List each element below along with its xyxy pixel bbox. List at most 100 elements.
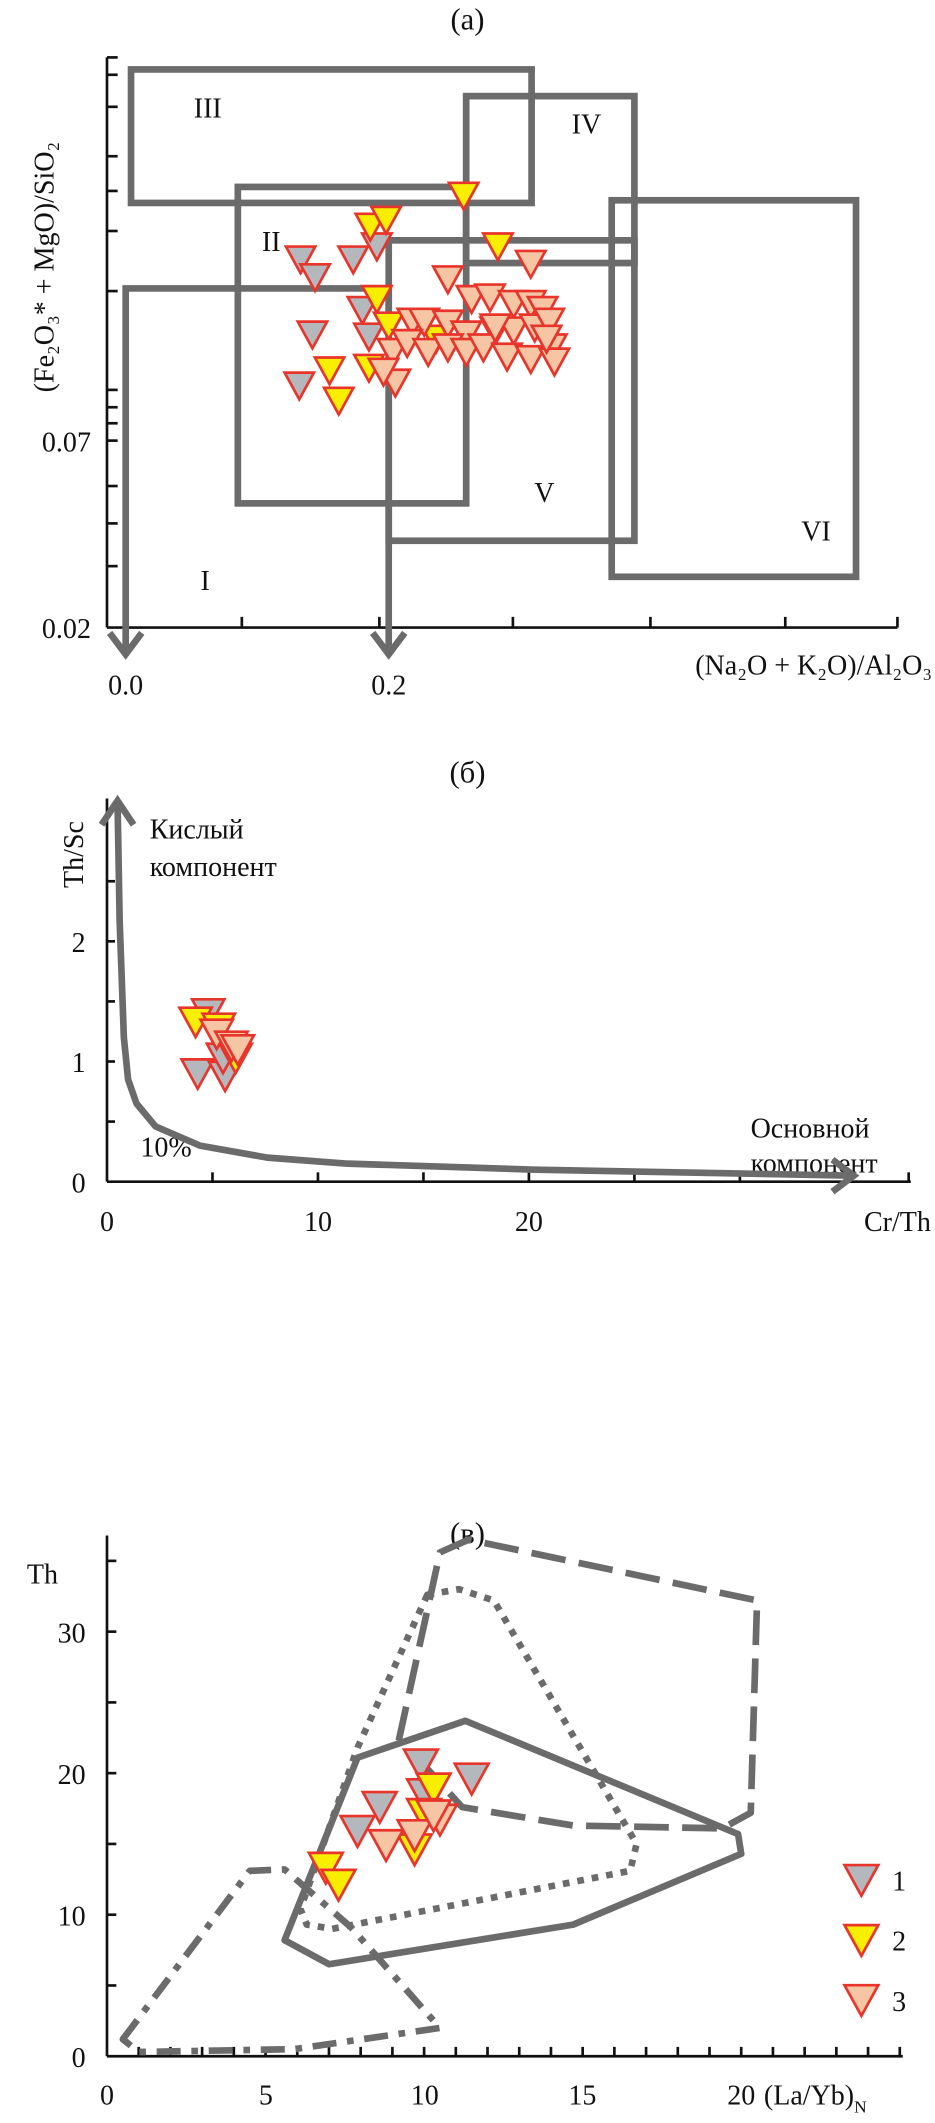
marker-series-3 (537, 347, 572, 379)
panel-b-y-label: Th/Sc (59, 821, 90, 888)
marker-series-1 (179, 1058, 217, 1092)
panel-c-x-tick: 10 (411, 2080, 439, 2111)
panel-a: (a) (Fe₂O₃* + MgO)/SiO₂ 0.07 0.02 0.0 0.… (30, 2, 933, 701)
marker-series-3 (219, 1033, 257, 1068)
marker-series-1 (401, 1748, 441, 1784)
panel-a-x-label: (Na₂O + K₂O)/Al₂O₃ (695, 650, 932, 681)
panel-b-markers (177, 997, 257, 1094)
arrow-down-icon (106, 630, 145, 660)
panel-a-y-tick-0.02: 0.02 (42, 614, 91, 645)
field-solid (281, 1717, 745, 1968)
panel-b-x-tick: 10 (304, 1207, 332, 1238)
marker-series-2 (446, 181, 481, 213)
marker-series-3 (513, 249, 548, 281)
marker-series-1 (338, 1814, 377, 1850)
panel-b: (б) Th/Sc Кислый компонент Основной комп… (59, 755, 931, 1238)
marker-series-1 (282, 371, 317, 403)
panel-c-x-tick: 20 (727, 2080, 755, 2111)
region-III-box (127, 66, 535, 207)
marker-series-2 (480, 232, 515, 263)
region-V-box (385, 237, 638, 545)
marker-series-3 (407, 307, 442, 339)
marker-series-2 (371, 311, 406, 343)
legend-label-1: 1 (892, 1867, 906, 1898)
panel-c: (в) Th 0 10 20 30 0 5 10 15 20 (La/Yb)N … (27, 1517, 906, 2117)
region-I-boundary (122, 285, 389, 652)
region-IV-box (462, 92, 638, 267)
panel-a-title: (a) (450, 2, 484, 36)
marker-series-3 (411, 337, 446, 369)
panel-c-y-tick: 20 (58, 1760, 86, 1791)
panel-c-x-label-main: (La/Yb) (764, 2080, 854, 2111)
marker-series-2 (321, 386, 356, 418)
region-VI-box (608, 196, 860, 581)
marker-series-2 (414, 1772, 453, 1808)
legend-marker-1 (842, 1863, 881, 1899)
region-III-label: III (194, 93, 222, 124)
panel-c-x-tick: 0 (100, 2080, 114, 2111)
panel-a-y-tick-0.07: 0.07 (42, 427, 91, 458)
legend-label-2: 2 (892, 1927, 906, 1958)
legend-marker-2 (842, 1923, 881, 1959)
basic-component-label-1: Основной (751, 1114, 870, 1145)
arrow-up-icon (98, 794, 137, 827)
panel-b-y-tick: 0 (72, 1168, 86, 1199)
marker-series-1 (295, 320, 330, 352)
marker-series-3 (430, 265, 465, 296)
marker-series-1 (298, 262, 333, 294)
marker-series-2 (312, 356, 347, 387)
panel-a-x-tick-0.0: 0.0 (108, 670, 143, 701)
acid-component-label-2: компонент (150, 852, 277, 883)
panel-b-x-tick: 0 (100, 1207, 114, 1238)
marker-series-3 (513, 344, 548, 376)
marker-series-3 (490, 342, 525, 374)
panel-c-x-label-sub: N (854, 2097, 867, 2116)
marker-series-2 (306, 1851, 345, 1887)
panel-b-axes (105, 798, 911, 1184)
marker-series-1 (336, 245, 371, 277)
field-dashdot (119, 1866, 444, 2056)
marker-series-3 (366, 1828, 406, 1864)
panel-a-x-tick-0.2: 0.2 (371, 670, 406, 701)
marker-series-1 (452, 1762, 491, 1798)
legend-marker-3 (842, 1983, 881, 2019)
panel-b-x-tick: 20 (515, 1207, 543, 1238)
legend-label-3: 3 (892, 1987, 906, 2018)
region-VI-label: VI (801, 517, 831, 548)
marker-series-3 (414, 1799, 453, 1834)
panel-c-x-tick: 15 (568, 2080, 596, 2111)
panel-c-y-tick: 10 (58, 1901, 86, 1932)
marker-series-3 (532, 307, 567, 339)
region-IV-label: IV (572, 110, 602, 141)
region-I-label: I (200, 566, 209, 597)
panel-c-markers (306, 1748, 491, 1904)
marker-series-3 (395, 1818, 434, 1854)
marker-series-2 (319, 1868, 358, 1904)
acid-component-label-1: Кислый (150, 815, 244, 846)
marker-series-3 (496, 316, 531, 348)
region-II-label: II (262, 227, 281, 258)
region-V-label: V (534, 478, 554, 509)
panel-c-y-tick: 0 (72, 2043, 86, 2074)
marker-series-2 (359, 284, 394, 316)
panel-a-axes (105, 56, 899, 629)
panel-a-markers (282, 181, 572, 418)
marker-series-1 (283, 245, 318, 277)
panel-a-y-label: (Fe₂O₃* + MgO)/SiO₂ (30, 142, 61, 393)
panel-a-fields (106, 66, 860, 660)
panel-c-y-label: Th (27, 1560, 58, 1591)
panel-b-y-tick: 2 (72, 928, 86, 959)
panel-b-x-label: Cr/Th (864, 1207, 931, 1238)
mixing-curve (114, 800, 854, 1179)
panel-c-fields (119, 1536, 761, 2056)
panel-c-x-label: (La/Yb)N (764, 2080, 867, 2116)
marker-series-1 (345, 295, 380, 327)
marker-series-1 (352, 322, 386, 354)
panel-c-y-tick: 30 (58, 1618, 86, 1649)
field-dashed (395, 1536, 761, 1832)
marker-series-3 (529, 324, 564, 356)
panel-b-y-tick: 1 (72, 1048, 86, 1079)
arrow-right-icon (830, 1156, 860, 1195)
panel-c-axes (105, 1535, 903, 2058)
